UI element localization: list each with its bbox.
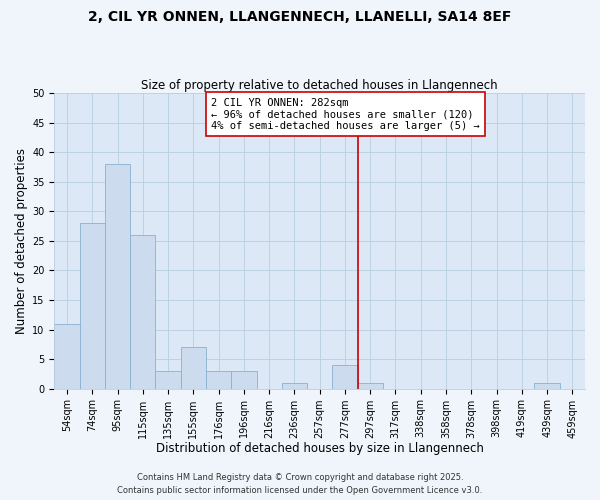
Bar: [105, 164, 130, 388]
Text: 2 CIL YR ONNEN: 282sqm
← 96% of detached houses are smaller (120)
4% of semi-det: 2 CIL YR ONNEN: 282sqm ← 96% of detached…: [211, 98, 479, 131]
Bar: [535, 382, 560, 388]
Bar: [80, 223, 105, 388]
Text: 2, CIL YR ONNEN, LLANGENNECH, LLANELLI, SA14 8EF: 2, CIL YR ONNEN, LLANGENNECH, LLANELLI, …: [88, 10, 512, 24]
Y-axis label: Number of detached properties: Number of detached properties: [15, 148, 28, 334]
Bar: [358, 382, 383, 388]
Text: Contains HM Land Registry data © Crown copyright and database right 2025.
Contai: Contains HM Land Registry data © Crown c…: [118, 474, 482, 495]
X-axis label: Distribution of detached houses by size in Llangennech: Distribution of detached houses by size …: [156, 442, 484, 455]
Bar: [55, 324, 80, 388]
Bar: [282, 382, 307, 388]
Bar: [231, 371, 257, 388]
Bar: [332, 365, 358, 388]
Bar: [155, 371, 181, 388]
Bar: [181, 347, 206, 389]
Bar: [206, 371, 231, 388]
Bar: [130, 235, 155, 388]
Title: Size of property relative to detached houses in Llangennech: Size of property relative to detached ho…: [142, 79, 498, 92]
